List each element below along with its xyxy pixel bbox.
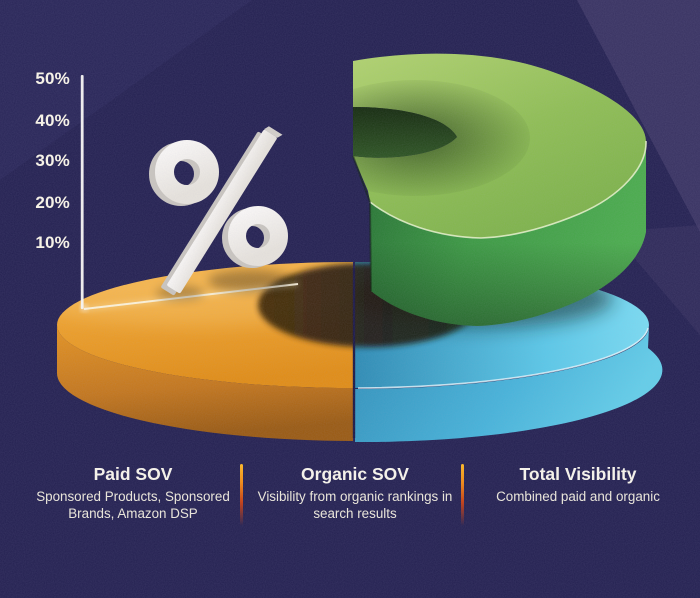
legend-item-description: Visibility from organic rankings in sear… [257, 489, 453, 522]
legend-item-title: Total Visibility [519, 464, 637, 484]
axis-tick-label-40: 40% [35, 111, 70, 130]
legend: Paid SOV Sponsored Products, Sponsored B… [0, 462, 700, 552]
axis-tick-label-50: 50% [35, 69, 70, 88]
legend-item-description: Sponsored Products, Sponsored Brands, Am… [36, 489, 230, 522]
legend-divider [240, 464, 243, 526]
legend-divider [461, 464, 464, 526]
axis-tick-label-10: 10% [35, 233, 70, 252]
legend-item-paid-sov: Paid SOV Sponsored Products, Sponsored B… [23, 464, 243, 522]
axis-tick-label-20: 20% [35, 193, 70, 212]
legend-item-description: Combined paid and organic [496, 489, 660, 505]
legend-item-title: Paid SOV [93, 464, 173, 484]
legend-item-organic-sov: Organic SOV Visibility from organic rank… [245, 464, 465, 522]
legend-item-total-visibility: Total Visibility Combined paid and organ… [463, 464, 693, 505]
legend-item-title: Organic SOV [301, 464, 409, 484]
axis-tick-label-30: 30% [35, 151, 70, 170]
